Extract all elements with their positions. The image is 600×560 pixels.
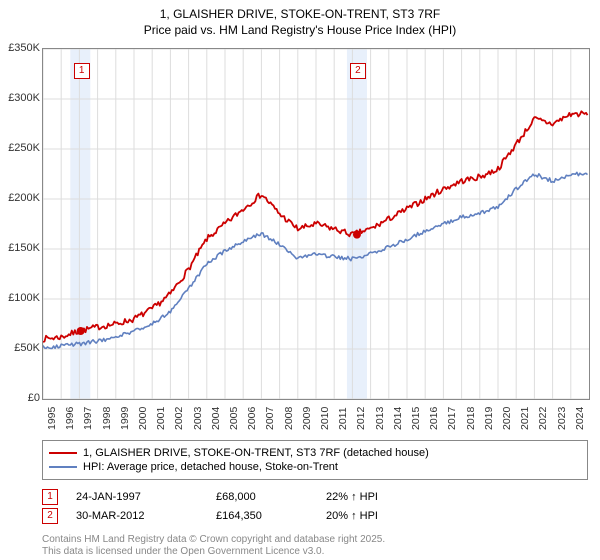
- x-tick: 2003: [192, 407, 204, 430]
- x-tick: 1999: [119, 407, 131, 430]
- title-line2: Price paid vs. HM Land Registry's House …: [0, 22, 600, 38]
- y-tick: £150K: [0, 242, 40, 254]
- x-tick: 1995: [46, 407, 58, 430]
- chart-container: 1, GLAISHER DRIVE, STOKE-ON-TRENT, ST3 7…: [0, 0, 600, 560]
- legend-swatch: [49, 452, 77, 454]
- chart-svg: [43, 49, 589, 399]
- tx-date: 30-MAR-2012: [76, 510, 216, 522]
- y-tick: £200K: [0, 192, 40, 204]
- x-tick: 1998: [101, 407, 113, 430]
- marker-1: 1: [74, 63, 90, 79]
- y-tick: £0: [0, 392, 40, 404]
- y-tick: £100K: [0, 292, 40, 304]
- x-tick: 2009: [301, 407, 313, 430]
- footer-line1: Contains HM Land Registry data © Crown c…: [42, 534, 385, 546]
- x-tick: 2017: [446, 407, 458, 430]
- x-tick: 2014: [392, 407, 404, 430]
- tx-marker: 1: [42, 489, 58, 505]
- x-tick: 2007: [264, 407, 276, 430]
- x-tick: 2012: [355, 407, 367, 430]
- x-tick: 2010: [319, 407, 331, 430]
- x-tick: 2022: [537, 407, 549, 430]
- x-tick: 2024: [574, 407, 586, 430]
- x-tick: 2002: [173, 407, 185, 430]
- x-tick: 2004: [210, 407, 222, 430]
- x-tick: 2015: [410, 407, 422, 430]
- plot-area: 12: [42, 48, 590, 400]
- legend-item: 1, GLAISHER DRIVE, STOKE-ON-TRENT, ST3 7…: [49, 447, 581, 459]
- x-tick: 2013: [374, 407, 386, 430]
- x-tick: 2018: [465, 407, 477, 430]
- x-tick: 1996: [64, 407, 76, 430]
- x-tick: 2021: [519, 407, 531, 430]
- footer-line2: This data is licensed under the Open Gov…: [42, 546, 385, 558]
- x-tick: 2011: [337, 407, 349, 430]
- transaction-row: 1 24-JAN-1997£68,00022% ↑ HPI: [42, 489, 588, 505]
- x-tick: 2019: [483, 407, 495, 430]
- legend-label: HPI: Average price, detached house, Stok…: [83, 461, 338, 473]
- legend-label: 1, GLAISHER DRIVE, STOKE-ON-TRENT, ST3 7…: [83, 447, 429, 459]
- tx-marker: 2: [42, 508, 58, 524]
- x-tick: 2020: [501, 407, 513, 430]
- x-tick: 2023: [556, 407, 568, 430]
- legend: 1, GLAISHER DRIVE, STOKE-ON-TRENT, ST3 7…: [42, 440, 588, 480]
- x-tick: 1997: [82, 407, 94, 430]
- x-tick: 2000: [137, 407, 149, 430]
- title-line1: 1, GLAISHER DRIVE, STOKE-ON-TRENT, ST3 7…: [0, 6, 600, 22]
- y-tick: £300K: [0, 92, 40, 104]
- chart-title: 1, GLAISHER DRIVE, STOKE-ON-TRENT, ST3 7…: [0, 0, 600, 38]
- y-tick: £350K: [0, 42, 40, 54]
- transactions-table: 1 24-JAN-1997£68,00022% ↑ HPI 2 30-MAR-2012…: [42, 486, 588, 527]
- x-tick: 2006: [246, 407, 258, 430]
- x-tick: 2008: [283, 407, 295, 430]
- tx-hpi: 20% ↑ HPI: [326, 510, 588, 522]
- tx-hpi: 22% ↑ HPI: [326, 491, 588, 503]
- legend-item: HPI: Average price, detached house, Stok…: [49, 461, 581, 473]
- tx-price: £68,000: [216, 491, 326, 503]
- y-tick: £250K: [0, 142, 40, 154]
- transaction-row: 2 30-MAR-2012£164,35020% ↑ HPI: [42, 508, 588, 524]
- tx-price: £164,350: [216, 510, 326, 522]
- y-tick: £50K: [0, 342, 40, 354]
- marker-2: 2: [350, 63, 366, 79]
- legend-swatch: [49, 466, 77, 468]
- x-tick: 2016: [428, 407, 440, 430]
- footer-text: Contains HM Land Registry data © Crown c…: [42, 534, 385, 558]
- x-tick: 2001: [155, 407, 167, 430]
- tx-date: 24-JAN-1997: [76, 491, 216, 503]
- x-tick: 2005: [228, 407, 240, 430]
